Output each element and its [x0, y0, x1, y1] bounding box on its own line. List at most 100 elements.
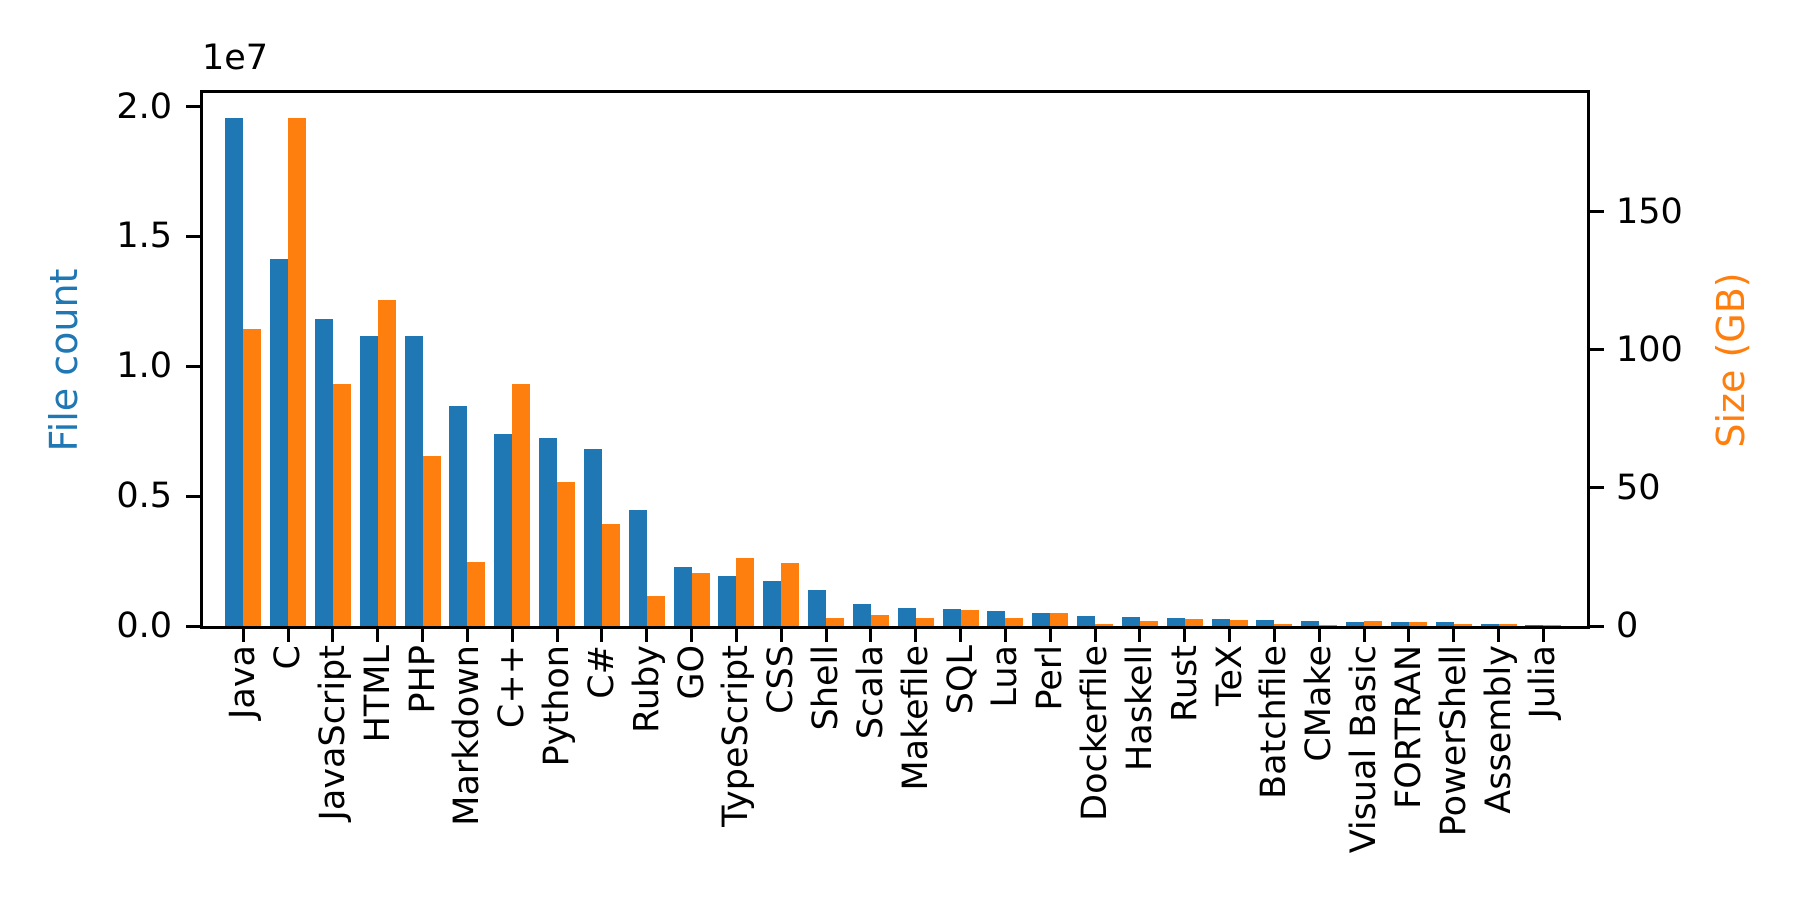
bar-size-gb [422, 456, 441, 626]
y-tick-mark-right [1590, 210, 1604, 214]
y-tick-mark-right [1590, 486, 1604, 490]
bar-size-gb [960, 610, 979, 626]
bar-size-gb [1274, 624, 1293, 626]
x-tick-label: Shell [806, 645, 847, 731]
y-tick-mark-left [186, 364, 200, 368]
bar-size-gb [781, 563, 800, 626]
x-tick-mark [779, 629, 783, 642]
bar-size-gb [826, 617, 845, 626]
bar-file-count [1525, 624, 1544, 626]
x-tick-mark [1497, 629, 1501, 642]
x-tick-mark [690, 629, 694, 642]
bar-size-gb [915, 617, 934, 626]
bar-file-count [314, 318, 333, 626]
x-tick-label: Assembly [1478, 645, 1519, 814]
x-tick-label: PHP [402, 645, 443, 714]
bar-size-gb [1139, 620, 1158, 626]
bar-size-gb [288, 118, 307, 626]
x-tick-label: Visual Basic [1344, 645, 1385, 854]
y-tick-mark-left [186, 234, 200, 238]
y-tick-label-right: 150 [1616, 191, 1683, 232]
bar-file-count [1346, 621, 1365, 626]
bar-file-count [897, 608, 916, 626]
bar-file-count [1121, 617, 1140, 626]
bar-file-count [539, 438, 558, 626]
x-tick-mark [824, 629, 828, 642]
y-tick-label-right: 100 [1616, 329, 1683, 370]
y-tick-mark-left [186, 494, 200, 498]
y-tick-label-right: 50 [1616, 467, 1661, 508]
bar-file-count [718, 575, 737, 626]
x-tick-label: Batchfile [1254, 645, 1295, 799]
x-tick-label: Dockerfile [1075, 645, 1116, 821]
x-tick-label: TypeScript [716, 645, 757, 827]
x-tick-label: Makefile [895, 645, 936, 791]
y-axis-offset-text: 1e7 [202, 38, 269, 78]
bar-size-gb [1319, 624, 1338, 626]
x-tick-mark [1003, 629, 1007, 642]
bar-file-count [1211, 619, 1230, 626]
x-tick-label: TeX [1209, 645, 1250, 706]
x-tick-label: PowerShell [1433, 645, 1474, 837]
x-tick-label: HTML [357, 645, 398, 743]
y-tick-label-left: 1.5 [116, 216, 172, 257]
bar-file-count [359, 335, 378, 626]
x-tick-label: SQL [940, 645, 981, 715]
bar-size-gb [1229, 620, 1248, 626]
y-tick-label-left: 1.0 [116, 346, 172, 387]
x-tick-label: CMake [1299, 645, 1340, 762]
bar-file-count [628, 509, 647, 626]
bar-file-count [449, 406, 468, 626]
plot-area [200, 90, 1590, 629]
bar-size-gb [377, 299, 396, 626]
bar-size-gb [1543, 625, 1562, 626]
x-tick-label: Julia [1523, 645, 1564, 719]
x-tick-mark [331, 629, 335, 642]
x-tick-label: C [268, 645, 309, 670]
x-tick-mark [959, 629, 963, 642]
x-tick-label: Markdown [447, 645, 488, 826]
bar-file-count [1480, 623, 1499, 626]
x-tick-mark [600, 629, 604, 642]
x-tick-mark [1407, 629, 1411, 642]
y-tick-label-left: 0.5 [116, 476, 172, 517]
bar-file-count [494, 434, 513, 626]
x-tick-mark [914, 629, 918, 642]
bar-size-gb [1453, 624, 1472, 626]
x-tick-mark [555, 629, 559, 642]
bar-size-gb [601, 524, 620, 626]
x-tick-mark [869, 629, 873, 642]
bar-file-count [808, 590, 827, 626]
bar-size-gb [870, 615, 889, 626]
bar-file-count [942, 608, 961, 626]
x-tick-label: Python [537, 645, 578, 767]
x-tick-mark [510, 629, 514, 642]
y-tick-mark-left [186, 624, 200, 628]
x-tick-mark [1228, 629, 1232, 642]
x-tick-label: C# [581, 645, 622, 699]
x-tick-mark [1048, 629, 1052, 642]
x-tick-mark [465, 629, 469, 642]
bar-file-count [225, 118, 244, 626]
bar-size-gb [1408, 621, 1427, 626]
x-tick-mark [734, 629, 738, 642]
x-tick-mark [1272, 629, 1276, 642]
x-tick-label: Perl [1030, 645, 1071, 711]
bar-size-gb [557, 482, 576, 626]
x-tick-mark [241, 629, 245, 642]
x-tick-label: Lua [985, 645, 1026, 708]
bar-size-gb [1005, 618, 1024, 626]
y-tick-mark-right [1590, 624, 1604, 628]
x-tick-label: Java [223, 645, 264, 719]
bar-size-gb [332, 383, 351, 626]
x-tick-label: FORTRAN [1388, 645, 1429, 809]
bar-file-count [1390, 622, 1409, 626]
x-tick-mark [1138, 629, 1142, 642]
bar-file-count [1256, 619, 1275, 626]
x-tick-mark [645, 629, 649, 642]
x-tick-label: Rust [1164, 645, 1205, 722]
bar-size-gb [646, 595, 665, 626]
bar-file-count [404, 335, 423, 626]
x-tick-label: GO [671, 645, 712, 700]
